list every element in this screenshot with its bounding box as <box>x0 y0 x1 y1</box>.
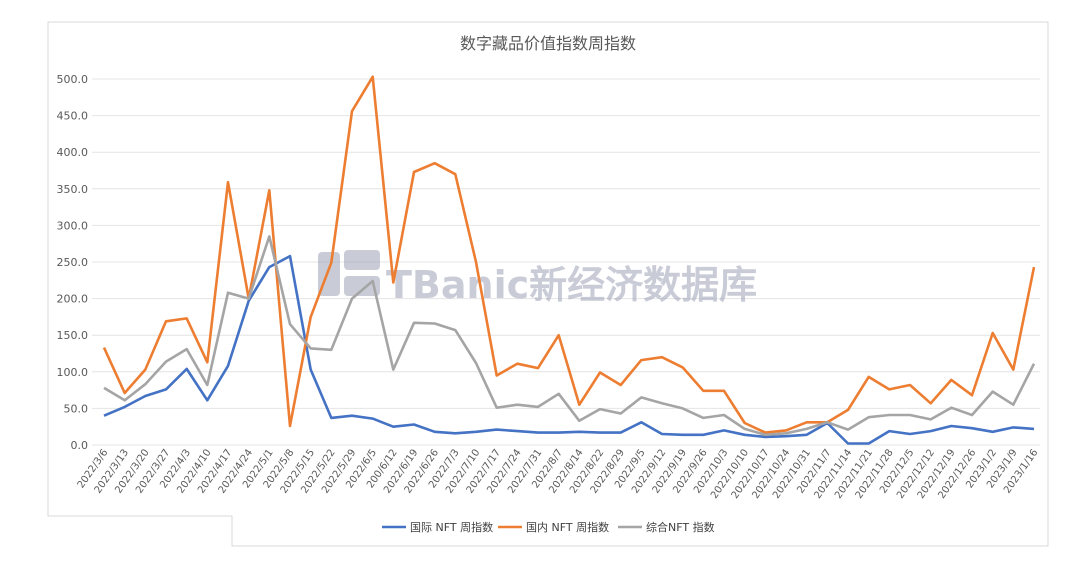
chart-title: 数字藏品价值指数周指数 <box>460 34 636 53</box>
series-lines <box>102 75 1036 445</box>
y-tick-label: 400.0 <box>57 146 89 159</box>
y-tick-label: 500.0 <box>57 73 89 86</box>
watermark-text: TBanic新经济数据库 <box>386 263 757 307</box>
x-axis-tick-labels: 2022/3/62022/3/132022/3/202022/3/272022/… <box>76 447 1041 501</box>
y-tick-label: 150.0 <box>57 329 89 342</box>
legend-entry: 国际 NFT 周指数 <box>410 520 493 534</box>
y-tick-label: 350.0 <box>57 183 89 196</box>
y-tick-label: 250.0 <box>57 256 89 269</box>
watermark: TBanic新经济数据库 <box>318 250 757 307</box>
legend-entry: 综合NFT 指数 <box>646 520 715 534</box>
series-line-3 <box>103 235 1036 437</box>
y-tick-label: 100.0 <box>57 366 89 379</box>
y-tick-label: 200.0 <box>57 293 89 306</box>
y-tick-label: 450.0 <box>57 110 89 123</box>
legend-entry: 国内 NFT 周指数 <box>526 520 609 534</box>
y-axis-tick-labels: 0.0 50.0 100.0 150.0 200.0 250.0 300.0 350.0 400… <box>57 73 89 452</box>
y-tick-label: 300.0 <box>57 219 89 232</box>
series-line-2 <box>102 75 1036 434</box>
series-line-1 <box>103 254 1035 445</box>
gridlines <box>92 78 1040 446</box>
legend: 国际 NFT 周指数 国内 NFT 周指数 综合NFT 指数 <box>382 520 715 534</box>
y-tick-label: 0.0 <box>71 439 89 452</box>
y-tick-label: 50.0 <box>64 402 89 415</box>
chart-frame <box>47 21 1049 547</box>
